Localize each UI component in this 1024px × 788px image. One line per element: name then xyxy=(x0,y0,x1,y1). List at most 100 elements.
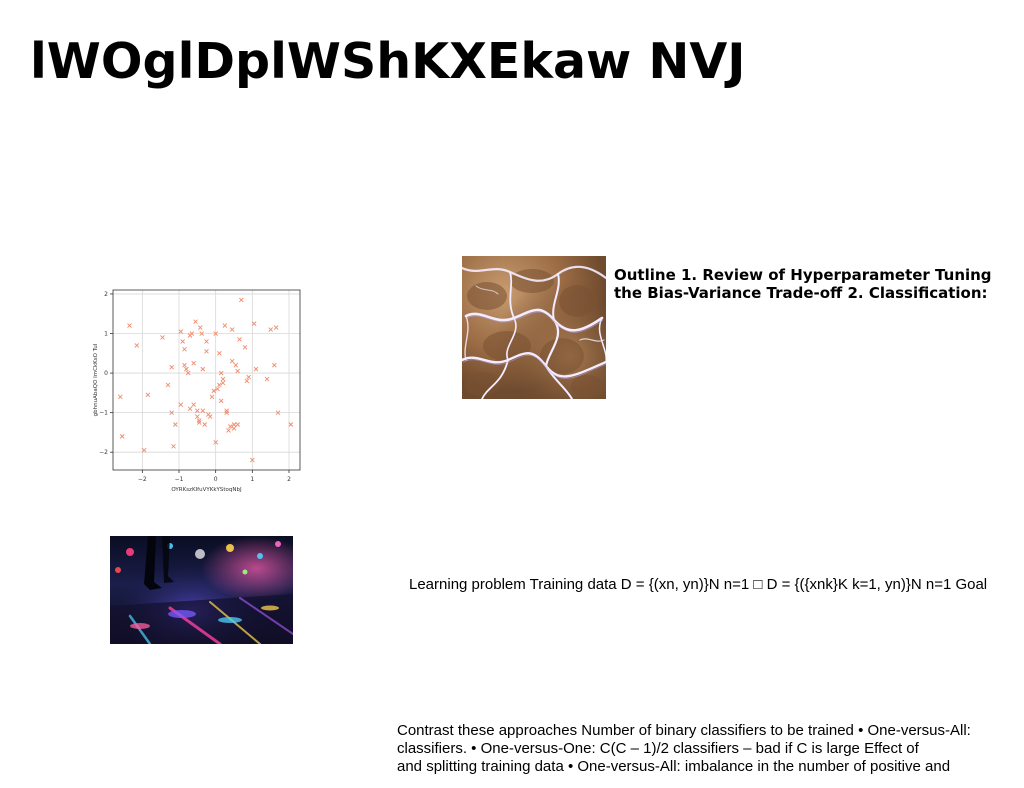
data-point-stroke xyxy=(193,319,198,324)
data-point-stroke xyxy=(251,321,257,326)
data-point xyxy=(182,347,187,352)
data-point xyxy=(220,380,226,386)
data-point xyxy=(272,362,277,368)
data-point xyxy=(178,329,184,334)
data-point xyxy=(239,297,244,303)
data-point-stroke xyxy=(231,422,237,427)
data-point-stroke xyxy=(195,408,200,413)
data-point xyxy=(134,343,140,348)
data-point-stroke xyxy=(272,362,277,368)
data-point xyxy=(187,333,193,338)
data-point-stroke xyxy=(218,398,224,404)
contrast-line-1: Contrast these approaches Number of bina… xyxy=(397,722,971,739)
data-point-stroke xyxy=(204,349,209,354)
data-point xyxy=(160,335,165,340)
data-point xyxy=(215,386,220,392)
data-point-stroke xyxy=(160,335,165,340)
night-street-image xyxy=(110,536,293,644)
data-point-stroke xyxy=(242,345,248,350)
outline-text: Outline 1. Review of Hyperparameter Tuni… xyxy=(614,266,1022,302)
data-point xyxy=(180,339,185,344)
data-point-stroke xyxy=(237,337,242,342)
data-point xyxy=(217,350,222,356)
data-point-stroke xyxy=(165,382,171,388)
data-point-stroke xyxy=(191,360,196,366)
data-point-stroke xyxy=(185,370,191,376)
data-point-stroke xyxy=(224,408,229,413)
data-point-stroke xyxy=(264,376,270,382)
data-point-stroke xyxy=(200,366,206,372)
contrast-text: Contrast these approaches Number of bina… xyxy=(397,722,1021,776)
data-point xyxy=(213,439,218,445)
data-point-stroke xyxy=(169,364,174,370)
data-point-stroke xyxy=(211,388,217,394)
data-point xyxy=(196,420,202,425)
data-point-stroke xyxy=(218,370,224,376)
scatter-chart: −2 −1 0 1 2 −2 −1 0 1 2 OYRKszKIfuVYKkYStoqNbJ gbhn… xyxy=(93,289,301,493)
data-point xyxy=(275,410,281,415)
data-point xyxy=(273,325,279,330)
data-point-stroke xyxy=(182,347,187,352)
data-point xyxy=(187,406,193,411)
data-point-stroke xyxy=(134,343,140,348)
data-point-stroke xyxy=(195,414,200,419)
data-point xyxy=(171,443,176,449)
x-tick-label-4: 2 xyxy=(287,476,291,483)
data-point-stroke xyxy=(215,386,220,392)
data-point-stroke xyxy=(220,380,226,386)
data-point-stroke xyxy=(220,376,226,382)
data-point-stroke xyxy=(184,366,189,372)
data-point xyxy=(191,360,196,366)
data-point xyxy=(213,331,218,336)
data-point xyxy=(224,408,229,413)
data-point xyxy=(141,447,147,453)
data-point-stroke xyxy=(196,420,202,425)
data-point xyxy=(204,339,209,344)
x-tick-label-1: −1 xyxy=(175,476,184,483)
data-point xyxy=(197,325,203,330)
data-point xyxy=(250,457,255,463)
data-point-stroke xyxy=(178,402,184,408)
data-point xyxy=(204,349,209,354)
data-point xyxy=(244,378,250,384)
data-point xyxy=(218,398,224,404)
data-point-stroke xyxy=(235,422,240,427)
data-point xyxy=(193,319,198,324)
data-point xyxy=(195,414,200,419)
data-point-stroke xyxy=(235,368,240,374)
data-point xyxy=(207,414,213,419)
data-point xyxy=(202,422,207,427)
data-point xyxy=(196,418,202,423)
data-point-stroke xyxy=(118,394,123,400)
learning-problem-text: Learning problem Training data D = {(xn,… xyxy=(409,576,988,593)
data-point-stroke xyxy=(229,327,235,332)
data-point xyxy=(178,402,184,408)
data-point xyxy=(246,374,251,380)
data-point-stroke xyxy=(209,394,215,400)
data-point xyxy=(288,422,294,427)
y-tick-label-0: −2 xyxy=(99,449,108,456)
data-point xyxy=(118,394,123,400)
data-point-stroke xyxy=(228,424,233,429)
water-ripple-image xyxy=(462,256,606,399)
data-point-stroke xyxy=(187,406,193,411)
data-point-stroke xyxy=(233,362,239,368)
x-tick-label-2: 0 xyxy=(214,476,218,483)
data-point xyxy=(264,376,270,382)
data-point-stroke xyxy=(229,358,235,364)
contrast-line-3: and splitting training data • One-versus… xyxy=(397,758,951,775)
data-point xyxy=(211,388,217,394)
data-point xyxy=(191,402,196,408)
data-point-stroke xyxy=(173,422,178,427)
data-point-stroke xyxy=(213,439,218,445)
data-point-stroke xyxy=(224,410,229,415)
data-point-stroke xyxy=(275,410,281,415)
data-point-stroke xyxy=(246,374,251,380)
data-point xyxy=(169,364,174,370)
outline-line-1: Outline 1. Review of Hyperparameter Tuni… xyxy=(614,266,992,284)
data-point xyxy=(237,337,242,342)
y-tick-label-4: 2 xyxy=(104,291,108,298)
data-point-stroke xyxy=(273,325,279,330)
slide-title: lWOglDplWShKXEkaw NVJ xyxy=(30,33,746,90)
